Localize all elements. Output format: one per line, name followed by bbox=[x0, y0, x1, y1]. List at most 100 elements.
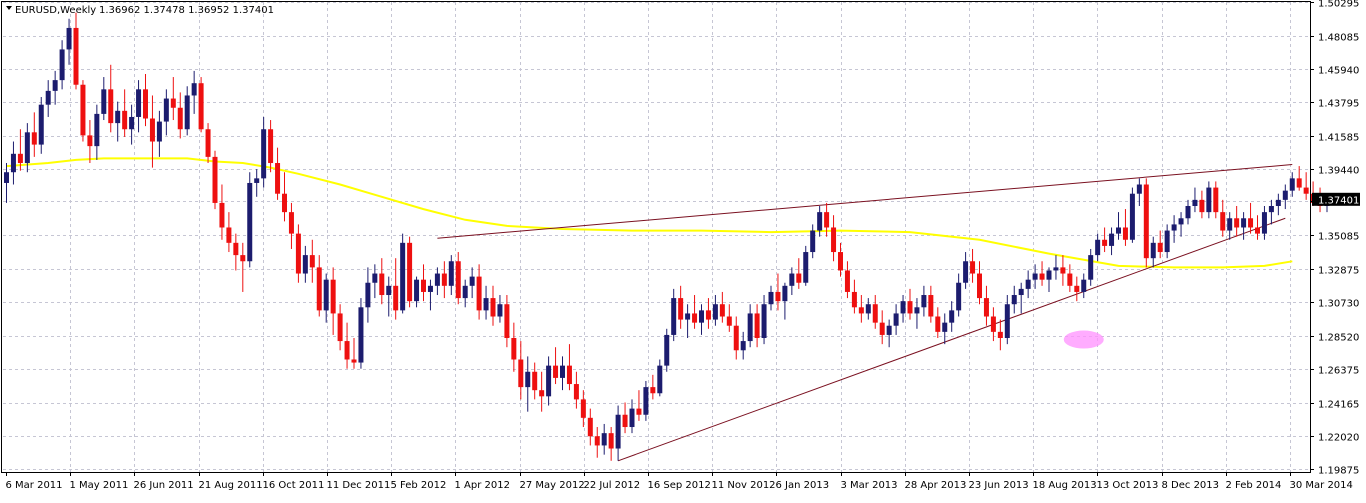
candle-body bbox=[358, 307, 364, 363]
candle bbox=[747, 304, 753, 348]
candle bbox=[1171, 215, 1177, 243]
candle bbox=[1025, 270, 1031, 299]
candle bbox=[671, 288, 677, 342]
candle-body bbox=[45, 90, 51, 105]
candle-body bbox=[372, 273, 378, 283]
candle bbox=[1241, 212, 1247, 240]
candle-body bbox=[219, 202, 225, 228]
candle-body bbox=[539, 390, 545, 397]
candle-body bbox=[699, 310, 704, 323]
candle-body bbox=[1178, 218, 1184, 225]
candle-body bbox=[1032, 273, 1038, 280]
candle-body bbox=[379, 273, 385, 296]
candle bbox=[831, 215, 837, 262]
candle bbox=[1178, 212, 1184, 237]
time-tick-label: 3 Mar 2013 bbox=[841, 480, 898, 491]
candle bbox=[1150, 236, 1156, 268]
candle bbox=[754, 304, 760, 348]
candle bbox=[254, 169, 260, 197]
candle-body bbox=[421, 279, 426, 292]
price-tick-label: 1.39440 bbox=[1318, 166, 1359, 177]
candle bbox=[295, 224, 301, 283]
candle bbox=[149, 95, 155, 168]
candle-body bbox=[87, 135, 93, 147]
candle bbox=[247, 172, 253, 268]
candle bbox=[393, 258, 399, 320]
candle-body bbox=[302, 255, 308, 274]
time-tick-label: 13 Oct 2013 bbox=[1097, 480, 1159, 491]
candle-body bbox=[1248, 218, 1254, 228]
candle-body bbox=[1227, 218, 1233, 231]
candle-body bbox=[518, 359, 524, 388]
candle bbox=[775, 273, 781, 311]
candle bbox=[566, 344, 572, 391]
candle-body bbox=[775, 291, 781, 302]
candle-body bbox=[803, 252, 809, 283]
candle-body bbox=[1255, 227, 1260, 234]
candle-body bbox=[511, 337, 517, 360]
candle bbox=[365, 267, 371, 323]
candle-body bbox=[601, 433, 607, 446]
candle bbox=[316, 255, 322, 317]
candle bbox=[657, 359, 663, 397]
symbol-label: EURUSD,Weekly bbox=[15, 5, 96, 16]
candle-body bbox=[970, 261, 976, 274]
candle bbox=[66, 18, 72, 65]
candle-body bbox=[261, 129, 267, 179]
candle-body bbox=[692, 313, 698, 323]
candle bbox=[1199, 190, 1205, 219]
candle-body bbox=[580, 399, 586, 418]
candle bbox=[386, 276, 392, 317]
candle bbox=[407, 236, 413, 308]
candle bbox=[1164, 224, 1170, 259]
candle bbox=[1109, 227, 1115, 256]
trendline bbox=[437, 164, 1293, 239]
candle bbox=[803, 245, 809, 286]
candle-body bbox=[664, 334, 670, 366]
candle-body bbox=[504, 304, 510, 338]
candle bbox=[685, 304, 691, 338]
price-tick-label: 1.43795 bbox=[1318, 99, 1359, 110]
candle-body bbox=[240, 255, 246, 262]
candle-body bbox=[330, 279, 336, 314]
candle-body bbox=[1192, 199, 1198, 206]
chart-header: EURUSD,Weekly 1.36962 1.37478 1.36952 1.… bbox=[6, 5, 274, 16]
candle bbox=[226, 212, 232, 253]
candle bbox=[608, 427, 614, 461]
candle-body bbox=[1053, 267, 1059, 271]
candle-body bbox=[956, 282, 962, 311]
candle-body bbox=[407, 242, 413, 302]
candle bbox=[1185, 199, 1191, 225]
time-tick-label: 11 Nov 2012 bbox=[712, 480, 776, 491]
price-tick-label: 1.35085 bbox=[1318, 232, 1359, 243]
price-tick-label: 1.41585 bbox=[1318, 133, 1359, 144]
candle bbox=[956, 273, 962, 317]
candle bbox=[441, 261, 447, 299]
candle bbox=[427, 279, 433, 311]
candle-body bbox=[573, 384, 579, 400]
candle bbox=[101, 77, 107, 121]
candle bbox=[170, 77, 176, 121]
candle bbox=[1248, 202, 1254, 234]
candle bbox=[1060, 255, 1066, 286]
candle-body bbox=[935, 316, 941, 332]
candle-body bbox=[629, 408, 635, 428]
candle bbox=[268, 120, 274, 173]
candle-body bbox=[73, 27, 79, 85]
candle-body bbox=[136, 89, 142, 117]
candle bbox=[1227, 212, 1233, 240]
candle-body bbox=[907, 301, 913, 314]
candle-body bbox=[838, 252, 843, 271]
candle-body bbox=[1039, 273, 1045, 280]
candle-body bbox=[344, 341, 350, 360]
candle bbox=[122, 89, 128, 137]
candle-body bbox=[1102, 239, 1108, 246]
candle-body bbox=[650, 387, 656, 394]
candle-body bbox=[434, 273, 440, 286]
candle bbox=[782, 282, 788, 320]
triangle-down-icon bbox=[6, 6, 12, 10]
candle-body bbox=[824, 212, 830, 228]
candle bbox=[4, 163, 9, 203]
candle bbox=[1255, 215, 1260, 240]
